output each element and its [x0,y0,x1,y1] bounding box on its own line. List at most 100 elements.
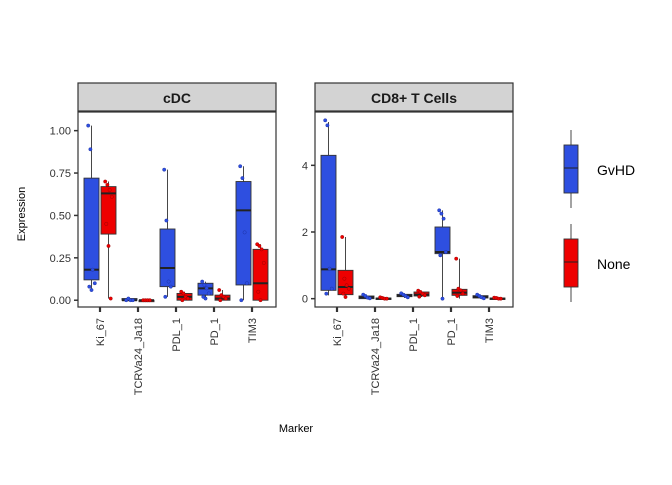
data-point [498,296,503,301]
facet-strip-label: CD8+ T Cells [371,90,457,106]
y-tick-label: 1.00 [50,126,71,138]
legend-label: GvHD [597,162,635,178]
data-point [257,244,262,248]
x-tick-label: TIM3 [247,318,259,343]
box-ki_67-gvhd [83,123,100,292]
legend-entry-gvhd: GvHD [563,130,635,208]
legend-entry-none: None [563,224,631,302]
data-point [239,298,244,303]
data-point [204,286,209,291]
data-point [323,118,328,123]
data-point [168,284,173,289]
box-tim3-none [489,295,506,301]
box-pdl_1-gvhd [159,167,176,299]
panels: cDC 0.00 0.25 0.50 0.75 1.00 Ki_67 TCRVa24_Ja18… [50,82,514,395]
data-point [103,179,108,184]
box-body [159,228,176,288]
data-point [163,294,168,299]
x-tick-label: Ki_67 [95,318,107,346]
data-point [181,291,186,296]
box-pdl_1-none [413,288,430,299]
data-point [218,298,223,303]
data-point [455,294,460,298]
data-point [454,256,459,261]
x-tick-label: Ki_67 [332,318,344,346]
legend-label: None [597,256,631,272]
data-point [105,183,110,187]
box-body [320,154,337,291]
box-pd_1-none [214,288,231,303]
box-ki_67-gvhd [320,118,337,296]
facet-strip-background [314,82,514,112]
data-point [203,296,208,301]
data-point [206,291,211,296]
data-point [344,283,349,288]
data-point [261,261,266,265]
x-tick-label: PDL_1 [171,318,183,352]
x-tick-label: TCRVa24_Ja18 [370,318,382,395]
data-point [109,194,114,199]
data-point [443,250,448,254]
x-tick-label: TCRVa24_Ja18 [133,318,145,395]
box-ki_67-none [100,179,117,301]
y-tick-label: 0.75 [50,168,71,180]
data-point [223,296,228,301]
data-point [346,286,351,291]
legend: GvHD None [563,130,635,302]
facet-panel-1: CD8+ T Cells 0 2 4 Ki_67 TCRVa24_Ja18 PDL_1 PD_… [302,82,514,395]
box-tcrva24_ja18-gvhd [358,292,375,301]
box-tcrva24_ja18-none [138,298,155,303]
data-point [340,235,345,239]
data-point [438,253,443,258]
legend-key-box [563,144,579,194]
data-point [164,218,169,223]
box-tim3-gvhd [472,292,489,301]
data-point [162,167,167,172]
data-point [325,123,330,128]
y-tick-label: 0.25 [50,253,71,265]
facet-strip-label: cDC [163,90,191,106]
data-point [106,244,111,248]
box-pd_1-none [451,256,468,299]
data-point [202,283,207,287]
data-point [166,279,171,284]
data-point [90,267,95,272]
data-point [92,281,97,286]
box-pdl_1-none [176,289,193,303]
data-point [244,281,249,286]
data-point [130,298,135,303]
data-point [342,276,347,281]
data-point [460,291,465,296]
data-point [405,295,410,300]
x-axis-title: Marker [279,423,314,435]
data-point [147,298,152,303]
data-point [256,289,261,294]
data-point [329,286,334,291]
data-point [88,147,93,152]
data-point [258,298,263,303]
data-point [343,295,348,299]
box-tcrva24_ja18-gvhd [121,296,138,303]
data-point [240,176,245,181]
data-point [108,296,113,301]
box-tcrva24_ja18-none [375,295,392,301]
data-point [324,291,329,296]
box-body [337,269,354,296]
data-point [104,222,109,226]
y-tick-label: 0.00 [50,295,71,307]
y-tick-label: 0 [302,294,308,306]
x-tick-label: PD_1 [446,318,458,346]
facet-strip-background [77,82,277,112]
data-point [259,247,264,252]
data-point [185,296,190,301]
data-point [441,216,446,221]
data-point [89,288,94,292]
data-point [437,208,442,213]
x-tick-label: TIM3 [484,318,496,343]
x-tick-label: PDL_1 [408,318,420,352]
data-point [200,279,205,284]
data-point [367,296,372,301]
y-tick-label: 0.50 [50,210,71,222]
